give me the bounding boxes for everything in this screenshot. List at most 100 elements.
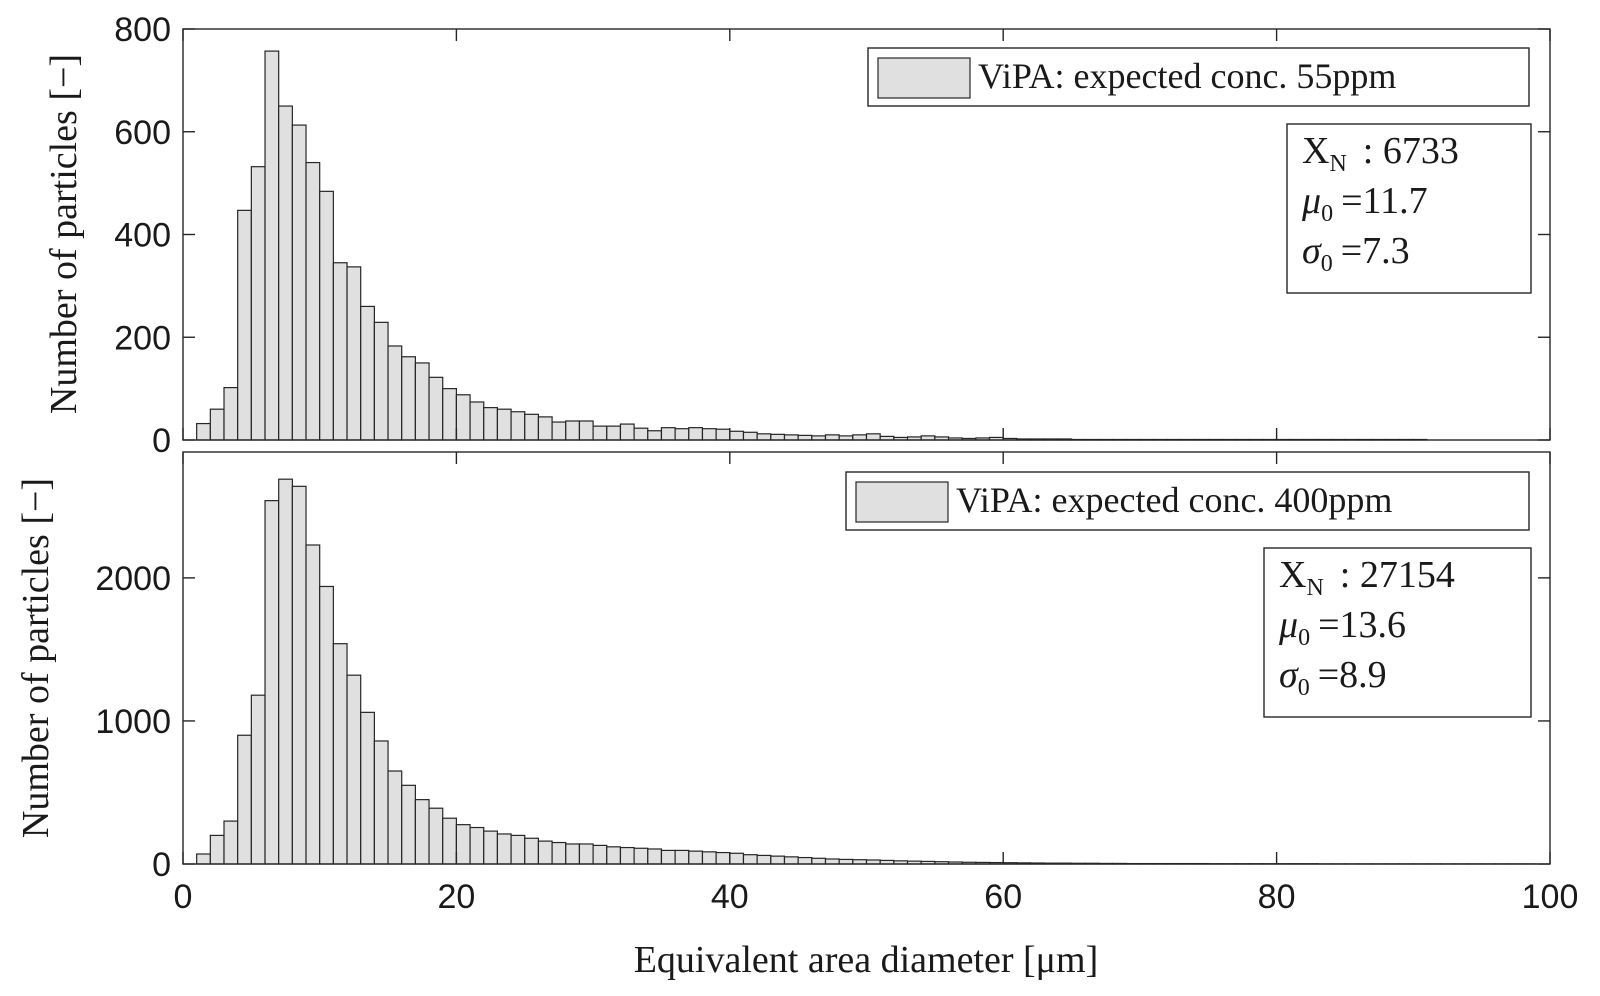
bottom-bar-31	[606, 846, 622, 865]
top-bar-50	[865, 433, 881, 441]
bottom-bar-47	[824, 858, 840, 865]
bottom-bar-20	[455, 824, 471, 865]
top-legend-label: ViPA: expected conc. 55ppm	[978, 56, 1396, 96]
bottom-bar-15	[387, 770, 403, 865]
bottom-bar-44	[783, 856, 799, 865]
bottom-xtick-label: 40	[711, 878, 749, 916]
top-bar-4	[237, 209, 252, 441]
bottom-xtick-label: 0	[174, 878, 193, 916]
bottom-bar-28	[565, 843, 581, 865]
bottom-stats-box: XN: 27154 μ0 =13.6 σ0 =8.9	[1263, 547, 1532, 718]
top-bar-20	[455, 394, 471, 441]
bottom-bar-29	[578, 843, 594, 865]
top-stats-frame	[1286, 123, 1532, 294]
top-ytick-label: 600	[114, 114, 171, 152]
top-stat-sigma: σ0 =7.3	[1302, 230, 1410, 277]
bottom-axis-ticks	[182, 452, 1551, 865]
bottom-legend-swatch	[855, 481, 949, 523]
bottom-bar-23	[496, 833, 512, 865]
top-bar-6	[264, 50, 280, 441]
bottom-bar-34	[647, 848, 663, 865]
bottom-bar-43	[770, 855, 786, 865]
bottom-bar-26	[537, 840, 553, 865]
bottom-bar-5	[250, 694, 266, 865]
top-bar-14	[373, 321, 389, 441]
top-bar-40	[729, 430, 745, 441]
top-bar-32	[619, 423, 635, 441]
top-stats-box: XN: 6733 μ0 =11.7 σ0 =7.3	[1286, 123, 1532, 294]
top-bar-33	[633, 427, 649, 441]
bottom-bar-25	[524, 837, 540, 865]
top-legend-box	[867, 47, 1530, 107]
bottom-bar-21	[469, 826, 485, 865]
top-bar-10	[319, 190, 334, 441]
bottom-ytick-label: 2000	[95, 560, 171, 598]
top-bar-26	[537, 416, 553, 441]
top-bar-38	[701, 428, 717, 441]
top-bar-1	[196, 422, 211, 441]
top-bar-28	[565, 420, 581, 441]
bottom-bar-10	[319, 585, 334, 865]
top-bar-24	[510, 411, 526, 441]
bottom-bar-8	[291, 485, 307, 865]
bottom-legend-box	[845, 471, 1530, 531]
top-bar-9	[305, 161, 321, 441]
top-bar-35	[660, 427, 676, 441]
bottom-bar-27	[551, 841, 567, 865]
top-stat-xn: XN: 6733	[1302, 130, 1459, 177]
bottom-bar-40	[729, 852, 745, 865]
bottom-bar-18	[428, 807, 444, 865]
bottom-ytick-label: 1000	[95, 703, 171, 741]
top-bar-23	[496, 408, 512, 441]
top-bar-30	[592, 425, 608, 441]
x-axis-label: Equivalent area diameter [μm]	[634, 939, 1099, 981]
top-stat-mu: μ0 =11.7	[1301, 180, 1428, 227]
top-axis-tick-labels: 0 200 400 600 800	[114, 11, 171, 460]
top-bar-12	[346, 266, 362, 441]
top-bar-5	[250, 166, 266, 441]
top-bar-29	[578, 420, 594, 441]
top-histogram-panel: 0 200 400 600 800 Number of particles [−] Vi…	[43, 11, 1551, 460]
bottom-bar-42	[756, 854, 772, 865]
top-ytick-label: 400	[114, 217, 171, 255]
bottom-bar-13	[360, 711, 375, 865]
top-bar-7	[278, 105, 293, 441]
top-bar-34	[647, 430, 663, 441]
top-bar-8	[291, 124, 307, 441]
bottom-bar-17	[414, 799, 430, 865]
top-bar-47	[824, 434, 840, 441]
bottom-bar-3	[223, 820, 239, 865]
bottom-bar-11	[332, 643, 348, 865]
bottom-xtick-label: 100	[1522, 878, 1579, 916]
top-bar-3	[223, 387, 239, 441]
top-histogram-bars	[196, 50, 1428, 441]
bottom-bar-7	[278, 478, 293, 865]
top-ytick-label: 800	[114, 11, 171, 49]
bottom-stats-frame	[1263, 547, 1532, 718]
top-bar-17	[414, 362, 430, 441]
bottom-stat-sigma: σ0 =8.9	[1279, 654, 1387, 701]
bottom-legend-label: ViPA: expected conc. 400ppm	[956, 480, 1392, 520]
top-bar-18	[428, 376, 444, 441]
bottom-bar-22	[483, 830, 499, 865]
bottom-bar-45	[797, 856, 813, 865]
bottom-bar-4	[237, 734, 252, 865]
bottom-bar-33	[633, 847, 649, 865]
top-bar-21	[469, 401, 485, 441]
top-bar-2	[209, 408, 225, 441]
bottom-bar-2	[209, 834, 225, 865]
top-bar-27	[551, 421, 567, 441]
bottom-bar-16	[401, 784, 416, 865]
bottom-bar-32	[619, 846, 635, 865]
top-bar-43	[770, 433, 786, 441]
top-bar-15	[387, 345, 403, 441]
bottom-bar-46	[811, 857, 827, 865]
bottom-axes-frame	[182, 451, 1551, 865]
top-legend-swatch	[877, 57, 971, 99]
top-ytick-label: 200	[114, 319, 171, 357]
top-bar-31	[606, 425, 622, 441]
bottom-bar-38	[701, 851, 717, 865]
bottom-ylabel: Number of particles [−]	[15, 478, 57, 838]
